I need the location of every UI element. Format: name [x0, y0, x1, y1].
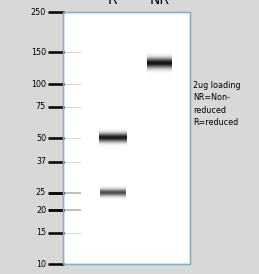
Text: 150: 150	[31, 48, 46, 57]
Text: 2ug loading
NR=Non-
reduced
R=reduced: 2ug loading NR=Non- reduced R=reduced	[193, 81, 240, 127]
Text: 10: 10	[36, 260, 46, 269]
Text: 250: 250	[31, 8, 46, 17]
Bar	[63, 12, 190, 264]
Text: 20: 20	[36, 206, 46, 215]
Text: 50: 50	[36, 134, 46, 143]
Text: 100: 100	[31, 79, 46, 89]
Text: NR: NR	[149, 0, 169, 7]
Text: 37: 37	[36, 158, 46, 166]
Text: 25: 25	[36, 188, 46, 197]
Text: 75: 75	[36, 102, 46, 111]
Text: 15: 15	[36, 228, 46, 237]
Bar	[63, 12, 190, 264]
Text: R: R	[108, 0, 118, 7]
